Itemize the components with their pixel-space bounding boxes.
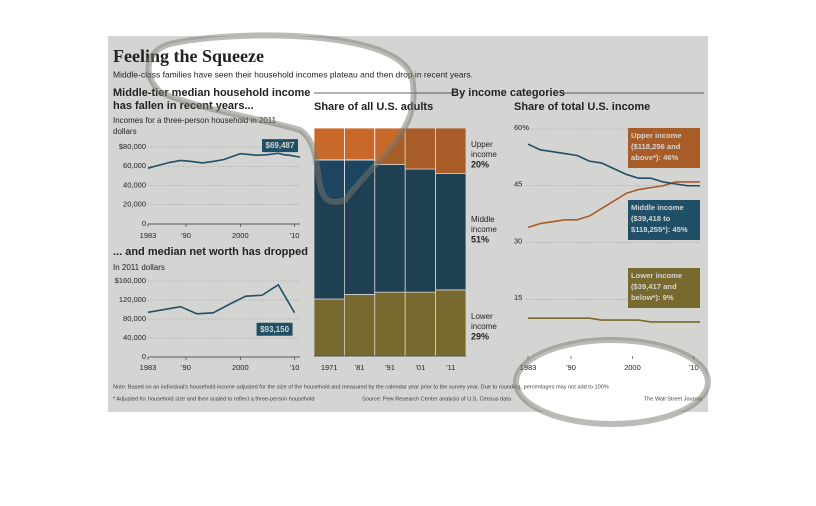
bar-segment	[313, 298, 345, 357]
x-tick-label: 2000	[232, 231, 249, 240]
y-tick-label: 40,000	[123, 333, 146, 342]
legend-label: Upper	[471, 140, 493, 149]
x-tick-label: '01	[416, 363, 426, 372]
line	[147, 283, 296, 315]
credit: The Wall Street Journal	[644, 396, 702, 402]
x-tick-label: '91	[385, 363, 395, 372]
x-tick-label: 1983	[140, 231, 157, 240]
chart-title: Share of all U.S. adults	[314, 101, 433, 113]
y-tick-label: 20,000	[123, 200, 146, 209]
value-label: 51%	[471, 234, 489, 244]
bar-segment	[435, 173, 467, 291]
x-tick-label: 1971	[321, 363, 338, 372]
line	[528, 317, 700, 323]
x-tick-label: '10	[290, 231, 300, 240]
bar-segment	[435, 127, 467, 174]
line	[147, 152, 301, 169]
x-tick-label: '81	[355, 363, 365, 372]
value-label: $93,150	[260, 325, 289, 334]
legend-label: Lower	[471, 312, 493, 321]
value-label: 29%	[471, 331, 489, 341]
x-tick-label: '10	[290, 363, 300, 372]
y-tick-label: 0	[142, 219, 146, 228]
value-label: 20%	[471, 159, 489, 169]
legend-label: income	[471, 322, 497, 331]
y-tick-label: 45	[514, 180, 522, 189]
bar-segment	[343, 294, 376, 357]
value-label: $69,487	[266, 141, 295, 150]
bar-segment	[313, 127, 345, 161]
bar-segment	[374, 291, 406, 357]
note: Note: Based on an individual's household…	[113, 384, 609, 390]
value-label-box	[262, 139, 298, 153]
legend-label: above*): 46%	[631, 153, 679, 162]
y-tick-label: 30	[514, 236, 522, 245]
x-tick-label: '90	[181, 363, 191, 372]
legend-label: Middle income	[631, 203, 684, 212]
chart-title: ... and median net worth has dropped	[113, 246, 308, 258]
section-label: By income categories	[451, 87, 565, 99]
chart-title: Share of total U.S. income	[514, 101, 650, 113]
legend-label: ($39,418 to	[631, 214, 671, 223]
legend-label: Upper income	[631, 131, 682, 140]
x-tick-label: '10	[689, 363, 699, 372]
y-tick-label: 60,000	[123, 161, 146, 170]
bar-segment	[343, 127, 376, 161]
page-subtitle: Middle-class families have seen their ho…	[113, 69, 473, 79]
y-tick-label: 0	[142, 352, 146, 361]
legend-box	[628, 128, 700, 168]
chart-subtitle: Incomes for a three-person household in …	[113, 116, 277, 125]
x-tick-label: 2000	[232, 363, 249, 372]
y-tick-label: 120,000	[119, 295, 146, 304]
legend-label: below*): 9%	[631, 293, 674, 302]
spotlight	[108, 32, 711, 427]
legend-box	[628, 268, 700, 308]
legend-box	[628, 200, 700, 240]
y-tick-label: 60%	[514, 123, 529, 132]
bar-segment	[404, 168, 437, 293]
legend-label: income	[471, 225, 497, 234]
x-tick-label: 2000	[624, 363, 641, 372]
chart-subtitle: dollars	[113, 127, 137, 136]
x-tick-label: '90	[181, 231, 191, 240]
y-tick-label: 40,000	[123, 180, 146, 189]
x-tick-label: '11	[446, 363, 455, 372]
chart-subtitle: In 2011 dollars	[113, 263, 165, 272]
legend-label: Middle	[471, 215, 495, 224]
value-label-box	[256, 322, 293, 336]
footnote: * Adjusted for household size and then s…	[113, 396, 315, 402]
x-tick-label: 1983	[520, 363, 537, 372]
legend-label: $118,255*): 45%	[631, 225, 688, 234]
legend-label: income	[471, 150, 497, 159]
bar-segment	[404, 127, 437, 170]
source: Source: Pew Research Center analysis of …	[362, 396, 512, 402]
x-tick-label: '90	[566, 363, 576, 372]
y-tick-label: $160,000	[115, 276, 146, 285]
y-tick-label: $80,000	[119, 142, 146, 151]
x-tick-label: 1983	[140, 363, 157, 372]
y-tick-label: 80,000	[123, 314, 146, 323]
legend-label: Lower income	[631, 271, 682, 280]
line	[527, 143, 700, 187]
legend-label: ($39,417 and	[631, 282, 677, 291]
legend-label: ($118,256 and	[631, 142, 681, 151]
bar-segment	[374, 164, 406, 293]
y-tick-label: 15	[514, 293, 522, 302]
